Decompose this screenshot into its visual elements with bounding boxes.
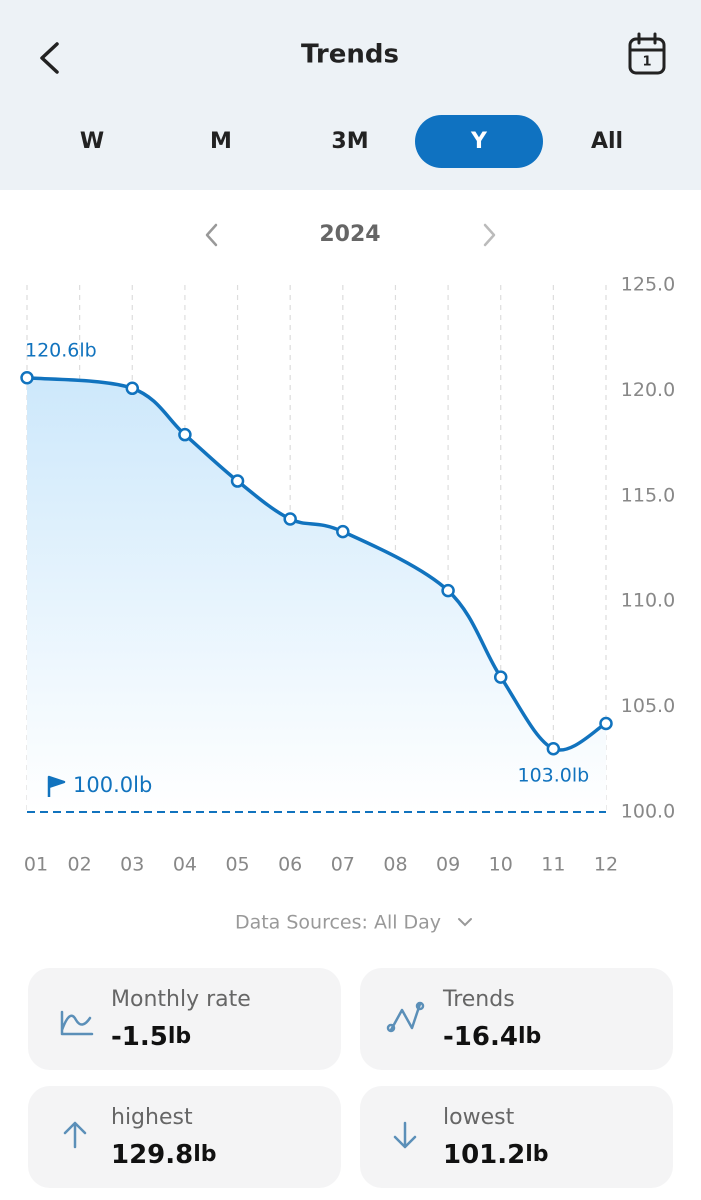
chart: 01 02 03 04 05 06 07 08 09 10 11 12 100.0 105.0 110.0 1… <box>20 274 675 876</box>
tab-selected-bg <box>415 115 543 168</box>
card-bg <box>28 1086 341 1188</box>
x-tick-label: 12 <box>594 854 618 876</box>
x-tick-label: 10 <box>489 854 513 876</box>
y-tick-label: 105.0 <box>621 695 675 717</box>
y-tick-label: 120.0 <box>621 379 675 401</box>
header-bg <box>0 0 701 190</box>
stat-card[interactable]: Trends -16.4lb <box>360 968 673 1070</box>
x-tick-label: 02 <box>68 854 92 876</box>
page-title: Trends <box>301 40 399 70</box>
back-button[interactable] <box>40 42 59 74</box>
y-tick-label: 100.0 <box>621 801 675 823</box>
x-tick-label: 07 <box>331 854 355 876</box>
goal-label: 100.0lb <box>73 773 152 797</box>
data-point <box>546 742 561 756</box>
stat-label: Trends <box>442 987 515 1012</box>
stat-number: 101.2 <box>443 1140 525 1170</box>
data-point <box>283 512 297 526</box>
stat-unit: lb <box>525 1142 548 1167</box>
x-tick-label: 06 <box>278 854 302 876</box>
data-point <box>441 583 455 598</box>
value-label: 103.0lb <box>517 764 589 786</box>
x-tick-label: 05 <box>225 854 249 876</box>
data-point <box>336 524 350 539</box>
data-point <box>493 670 508 684</box>
stat-card[interactable]: highest 129.8lb <box>28 1086 341 1188</box>
dropdown-chevron[interactable] <box>458 918 472 927</box>
period-label: 2024 <box>319 222 380 247</box>
card-bg <box>28 968 341 1070</box>
data-point <box>230 474 245 488</box>
stat-card[interactable]: Monthly rate -1.5lb <box>28 968 341 1070</box>
x-tick-label: 08 <box>383 854 407 876</box>
prev-period[interactable] <box>205 223 218 247</box>
tab[interactable]: M <box>210 129 232 154</box>
x-tick-label: 04 <box>173 854 197 876</box>
stat-unit: lb <box>193 1142 216 1167</box>
x-tick-label: 03 <box>120 854 144 876</box>
y-tick-label: 125.0 <box>621 274 675 296</box>
card-bg <box>360 968 673 1070</box>
calendar-day: 1 <box>642 55 651 70</box>
data-point <box>125 381 140 396</box>
x-tick-label: 09 <box>436 854 460 876</box>
tab[interactable]: All <box>591 129 623 154</box>
card-bg <box>360 1086 673 1188</box>
data-point <box>599 716 613 731</box>
value-label: 120.6lb <box>25 339 97 361</box>
stat-value: -1.5lb <box>111 1022 191 1052</box>
stat-card[interactable]: lowest 101.2lb <box>360 1086 673 1188</box>
stat-number: 129.8 <box>111 1140 193 1170</box>
card-icon <box>60 1010 94 1036</box>
data-source[interactable]: Data Sources: All Day <box>235 912 441 934</box>
tab[interactable]: W <box>80 129 104 154</box>
stat-label: highest <box>111 1105 193 1130</box>
card-icon <box>393 1121 417 1149</box>
tab[interactable]: Y <box>470 129 488 154</box>
stat-label: Monthly rate <box>111 987 251 1012</box>
y-tick-label: 110.0 <box>621 590 675 612</box>
area <box>27 377 606 812</box>
x-tick-label: 11 <box>541 854 565 876</box>
stat-number: -1.5 <box>111 1022 168 1052</box>
stat-value: -16.4lb <box>443 1022 541 1052</box>
calendar-button[interactable]: 1 <box>628 32 666 75</box>
trend-line <box>26 376 607 752</box>
stat-value: 129.8lb <box>111 1140 217 1170</box>
stat-label: lowest <box>443 1105 515 1130</box>
data-point <box>178 427 192 442</box>
y-tick-label: 115.0 <box>621 484 675 506</box>
card-icon <box>63 1121 87 1149</box>
stat-unit: lb <box>168 1024 191 1049</box>
next-period[interactable] <box>483 223 496 247</box>
stat-unit: lb <box>518 1024 541 1049</box>
x-tick-label: 01 <box>24 854 48 876</box>
stat-number: -16.4 <box>443 1022 518 1052</box>
tab[interactable]: 3M <box>331 129 368 154</box>
stat-value: 101.2lb <box>443 1140 549 1170</box>
data-point <box>20 371 34 385</box>
card-icon <box>386 1001 425 1033</box>
goal-flag <box>47 775 66 797</box>
